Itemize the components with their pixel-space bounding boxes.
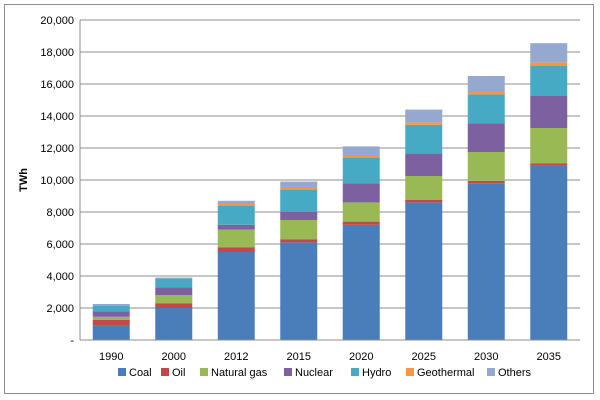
bar-segment xyxy=(342,183,380,203)
x-tick-label: 1990 xyxy=(99,351,123,363)
bar-segment xyxy=(217,224,255,230)
bar-segment xyxy=(467,152,505,181)
bar-segment xyxy=(530,163,568,166)
y-tick-label: 4,000 xyxy=(46,271,74,283)
bar-segment xyxy=(405,109,443,123)
x-tick-label: 2000 xyxy=(162,351,186,363)
bar-segment xyxy=(217,200,255,204)
x-tick-label: 2020 xyxy=(349,351,373,363)
bar-segment xyxy=(280,181,318,188)
legend-swatch xyxy=(487,368,495,376)
bar-segment xyxy=(342,202,380,222)
y-tick-labels: - 2,000 4,000 6,000 8,000 10,000 12,000 14,000 1… xyxy=(40,15,74,347)
bar-segment xyxy=(217,252,255,340)
bar-segment xyxy=(217,229,255,248)
bar-segment xyxy=(92,311,130,317)
legend-label: Others xyxy=(498,367,532,379)
y-tick-label: 2,000 xyxy=(46,303,74,315)
gridlines xyxy=(80,19,580,309)
legend-swatch xyxy=(406,368,414,376)
bar-segment xyxy=(92,320,130,326)
y-tick-label: 12,000 xyxy=(40,143,74,155)
x-tick-label: 2030 xyxy=(474,351,498,363)
x-tick-label: 2012 xyxy=(224,351,248,363)
bar-segment xyxy=(405,202,443,340)
chart-frame: - 2,000 4,000 6,000 8,000 10,000 12,000 14,000 1… xyxy=(4,4,594,394)
y-tick-label: - xyxy=(70,335,74,347)
axes xyxy=(79,20,580,341)
bar-segment xyxy=(467,76,505,92)
bars xyxy=(92,43,568,340)
y-tick-label: 20,000 xyxy=(40,15,74,27)
y-tick-label: 14,000 xyxy=(40,111,74,123)
bar-segment xyxy=(217,205,255,225)
legend-label: Oil xyxy=(172,367,185,379)
bar-segment xyxy=(155,308,193,340)
bar-segment xyxy=(467,183,505,340)
x-tick-labels: 1990 2000 2012 2015 2020 2025 2030 2035 xyxy=(99,351,561,363)
y-tick-label: 18,000 xyxy=(40,47,74,59)
y-tick-label: 6,000 xyxy=(46,239,74,251)
bar-segment xyxy=(155,303,193,308)
bar-segment xyxy=(342,221,380,225)
bar-segment xyxy=(217,204,255,206)
legend: Coal Oil Natural gas Nuclear Hydro Geothermal… xyxy=(118,367,532,379)
y-tick-label: 16,000 xyxy=(40,79,74,91)
y-axis-label: TWh xyxy=(18,168,30,192)
bar-segment xyxy=(280,212,318,220)
legend-swatch xyxy=(161,368,169,376)
y-tick-label: 10,000 xyxy=(40,175,74,187)
bar-segment xyxy=(467,94,505,124)
legend-swatch xyxy=(351,368,359,376)
bar-segment xyxy=(280,188,318,190)
x-tick-label: 2015 xyxy=(287,351,311,363)
bar-segment xyxy=(280,189,318,212)
bar-segment xyxy=(405,122,443,125)
bar-segment xyxy=(467,92,505,95)
bar-segment xyxy=(405,176,443,200)
x-tick-label: 2035 xyxy=(537,351,561,363)
bar-segment xyxy=(155,287,193,296)
stacked-bar-chart: - 2,000 4,000 6,000 8,000 10,000 12,000 14,000 1… xyxy=(18,15,580,379)
legend-label: Nuclear xyxy=(295,367,333,379)
bar-segment xyxy=(155,277,193,279)
bar-segment xyxy=(405,200,443,203)
bar-segment xyxy=(467,123,505,152)
bar-segment xyxy=(280,220,318,240)
legend-label: Hydro xyxy=(362,367,391,379)
bar-segment xyxy=(217,247,255,252)
bar-segment xyxy=(342,156,380,158)
legend-label: Coal xyxy=(129,367,152,379)
bar-segment xyxy=(155,295,193,304)
bar-segment xyxy=(280,242,318,340)
bar-segment xyxy=(530,128,568,164)
bar-segment xyxy=(92,305,130,312)
bar-segment xyxy=(405,153,443,176)
bar-segment xyxy=(530,43,568,63)
legend-swatch xyxy=(200,368,208,376)
y-tick-label: 8,000 xyxy=(46,207,74,219)
bar-segment xyxy=(92,325,130,340)
bar-segment xyxy=(155,278,193,288)
bar-segment xyxy=(92,304,130,306)
bar-segment xyxy=(405,124,443,154)
bar-segment xyxy=(92,316,130,320)
bar-segment xyxy=(342,224,380,340)
bar-segment xyxy=(467,180,505,184)
legend-label: Geothermal xyxy=(417,367,474,379)
bar-segment xyxy=(530,62,568,66)
x-tick-label: 2025 xyxy=(412,351,436,363)
bar-segment xyxy=(530,165,568,340)
bar-segment xyxy=(342,146,380,156)
legend-swatch xyxy=(284,368,292,376)
legend-label: Natural gas xyxy=(211,367,268,379)
bar-segment xyxy=(530,65,568,96)
bar-segment xyxy=(342,157,380,184)
bar-segment xyxy=(530,96,568,128)
bar-segment xyxy=(280,239,318,243)
legend-swatch xyxy=(118,368,126,376)
